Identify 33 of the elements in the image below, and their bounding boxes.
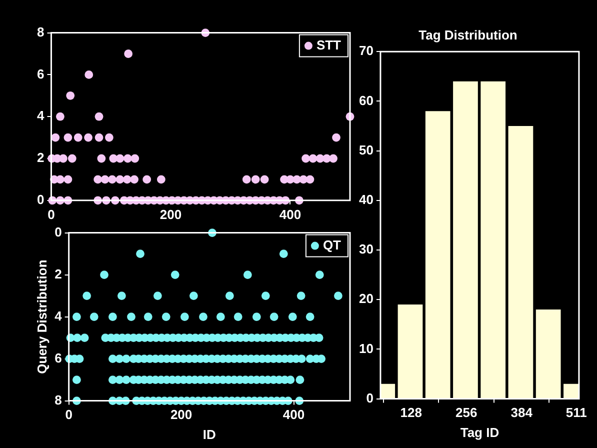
y-tick-label: 2	[54, 266, 62, 282]
x-tick-label: 0	[65, 407, 72, 422]
y-tick-label: 0	[36, 192, 44, 207]
y-tick-label: 40	[358, 192, 374, 207]
y-tick-label: 0	[54, 224, 62, 240]
y-tick-label: 10	[358, 340, 374, 356]
x-tick-label: 400	[282, 407, 305, 422]
x-axis-title: Tag ID	[460, 424, 500, 440]
x-tick-label: 200	[170, 407, 192, 422]
y-tick-label: 8	[54, 392, 62, 408]
y-tick-label: 8	[36, 24, 44, 40]
y-tick-label: 4	[54, 308, 63, 324]
x-axis-title: ID	[202, 426, 216, 442]
y-tick-label: 20	[358, 291, 374, 306]
x-tick-label: 256	[455, 405, 478, 420]
y-tick-label: 70	[358, 43, 374, 58]
y-tick-label: 4	[36, 108, 45, 124]
x-tick-label: 511	[566, 405, 587, 420]
y-tick-label: 6	[36, 66, 44, 82]
y-tick-label: 60	[358, 92, 374, 108]
y-tick-label: 0	[366, 390, 374, 406]
x-tick-label: 200	[160, 206, 182, 222]
x-tick-label: 128	[400, 405, 422, 420]
y-axis-title: Query Distribution	[34, 260, 50, 374]
y-tick-label: 2	[36, 150, 44, 166]
chart-title: Tag Distribution	[418, 27, 518, 42]
y-tick-label: 30	[358, 242, 374, 257]
y-tick-label: 50	[358, 142, 374, 158]
x-tick-label: 400	[279, 206, 302, 222]
legend-label: STT	[316, 37, 342, 52]
y-tick-label: 6	[54, 350, 62, 366]
legend-label: QT	[322, 237, 342, 252]
x-tick-label: 384	[510, 405, 534, 420]
